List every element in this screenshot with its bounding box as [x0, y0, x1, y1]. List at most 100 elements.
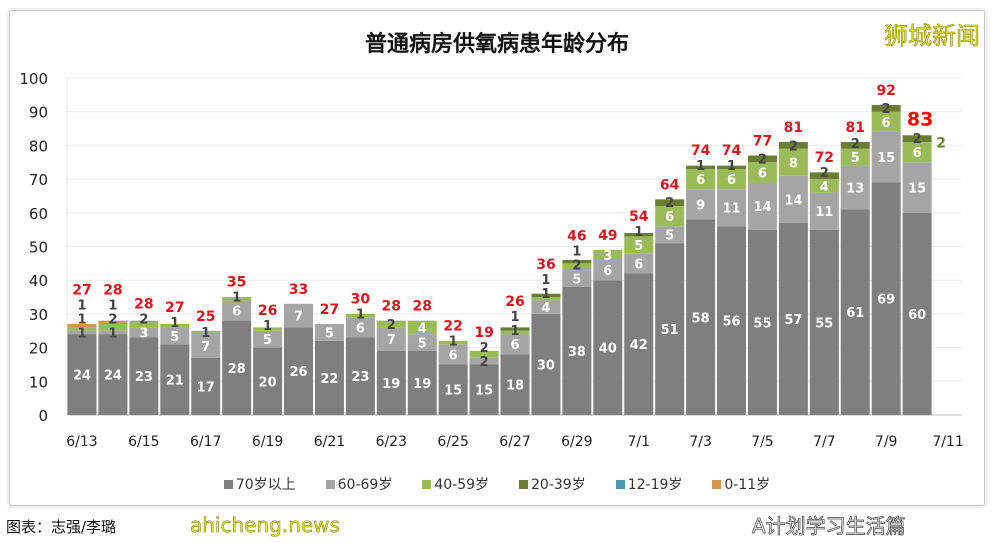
- bar-segment: [129, 320, 159, 328]
- segment-label: 1: [572, 245, 581, 260]
- bar-segment: [407, 350, 437, 415]
- segment-label: 40: [599, 342, 617, 357]
- bar-segment: [717, 168, 747, 190]
- bar-segment: [593, 280, 623, 415]
- bar-segment: [438, 364, 468, 415]
- bar-segment: [98, 330, 128, 335]
- y-tick-label: 100: [19, 70, 48, 88]
- segment-label: 5: [325, 326, 334, 341]
- segment-label: 28: [228, 362, 246, 377]
- legend-label: 0-11岁: [724, 477, 771, 493]
- segment-label: 3: [603, 249, 612, 264]
- bar-segment: [871, 182, 901, 415]
- total-label: 27: [165, 300, 184, 316]
- segment-label: 58: [692, 311, 710, 326]
- segment-label: 7: [387, 333, 396, 348]
- bar-segment: [655, 226, 685, 244]
- legend-label: 12-19岁: [627, 477, 683, 493]
- segment-label: 24: [104, 369, 122, 384]
- segment-label: 1: [77, 326, 86, 341]
- bar-segment: [98, 324, 128, 331]
- bar-segment: [253, 327, 283, 331]
- total-label: 22: [443, 318, 462, 334]
- segment-label: 7: [294, 310, 303, 325]
- bar-segment: [624, 233, 654, 237]
- y-tick-label: 30: [29, 306, 48, 324]
- total-label: 33: [289, 282, 308, 298]
- legend-label: 20-39岁: [531, 477, 586, 493]
- segment-label: 6: [449, 348, 458, 363]
- segment-label: 5: [263, 333, 272, 348]
- segment-label: 6: [603, 264, 612, 279]
- segment-label: 1: [232, 291, 241, 306]
- total-label: 74: [691, 143, 711, 159]
- segment-label: 1: [696, 159, 705, 174]
- y-tick-label: 20: [29, 340, 48, 358]
- segment-label: 2: [789, 139, 798, 154]
- x-tick-label: 6/21: [314, 434, 345, 450]
- segment-label: 6: [727, 173, 736, 188]
- legend-item: 0-11岁: [712, 474, 770, 494]
- segment-label: 15: [908, 182, 926, 197]
- bar-segment: [871, 104, 901, 112]
- total-label: 26: [258, 303, 277, 319]
- bar-segment: [809, 172, 839, 180]
- segment-label: 5: [665, 229, 674, 244]
- bar-segment: [376, 320, 406, 328]
- bar-segment: [438, 340, 468, 345]
- segment-label: 24: [73, 369, 91, 384]
- segment-label: 21: [166, 374, 184, 389]
- bar-segment: [469, 357, 499, 365]
- total-label: 83: [907, 108, 933, 130]
- bar-segment: [345, 317, 375, 338]
- segment-label: 5: [851, 151, 860, 166]
- segment-label: 15: [475, 384, 493, 399]
- segment-label: 1: [510, 310, 519, 325]
- x-tick-label: 6/15: [128, 434, 159, 450]
- segment-label: 2: [851, 137, 860, 152]
- total-label: 28: [103, 282, 122, 298]
- legend-label: 70岁以上: [235, 477, 296, 493]
- bar-segment: [778, 148, 808, 176]
- bar-segment: [500, 330, 530, 335]
- segment-label: 6: [510, 338, 519, 353]
- bar-segment: [562, 263, 592, 271]
- bar-segment: [438, 344, 468, 365]
- segment-label: 55: [753, 316, 771, 331]
- bar-segment: [562, 259, 592, 264]
- segment-label: 18: [506, 379, 524, 394]
- segment-label: 1: [510, 324, 519, 339]
- x-tick-label: 6/13: [66, 434, 97, 450]
- y-tick-label: 60: [29, 205, 48, 223]
- legend-item: 40-59岁: [422, 474, 489, 494]
- bar-segment: [747, 162, 777, 183]
- segment-label: 61: [846, 306, 864, 321]
- segment-label: 19: [382, 377, 400, 392]
- segment-label: 1: [263, 319, 272, 334]
- bar-segment: [160, 324, 190, 328]
- segment-label: 6: [665, 210, 674, 225]
- bar-segment: [345, 337, 375, 415]
- legend: 70岁以上 60-69岁 40-59岁 20-39岁 12-19岁 0-11岁: [0, 474, 994, 494]
- segment-label: 1: [77, 298, 86, 313]
- segment-label: 6: [356, 321, 365, 336]
- segment-label: 8: [789, 156, 798, 171]
- segment-label: 2: [139, 312, 148, 327]
- bar-segment: [562, 270, 592, 287]
- bar-segment: [747, 155, 777, 163]
- segment-label: 1: [541, 287, 550, 302]
- segment-label: 5: [634, 239, 643, 254]
- x-tick-label: 6/19: [252, 434, 283, 450]
- bar-segment: [191, 330, 221, 335]
- bar-segment: [531, 300, 561, 314]
- bar-segment: [902, 212, 932, 415]
- segment-label: 5: [572, 273, 581, 288]
- bar-segment: [809, 179, 839, 193]
- bar-segment: [67, 327, 97, 331]
- segment-label: 1: [541, 273, 550, 288]
- x-tick-label: 7/11: [932, 434, 963, 450]
- segment-label: 2: [480, 355, 489, 370]
- legend-swatch: [519, 479, 529, 489]
- segment-label: 1: [170, 316, 179, 331]
- segment-label: 6: [232, 305, 241, 320]
